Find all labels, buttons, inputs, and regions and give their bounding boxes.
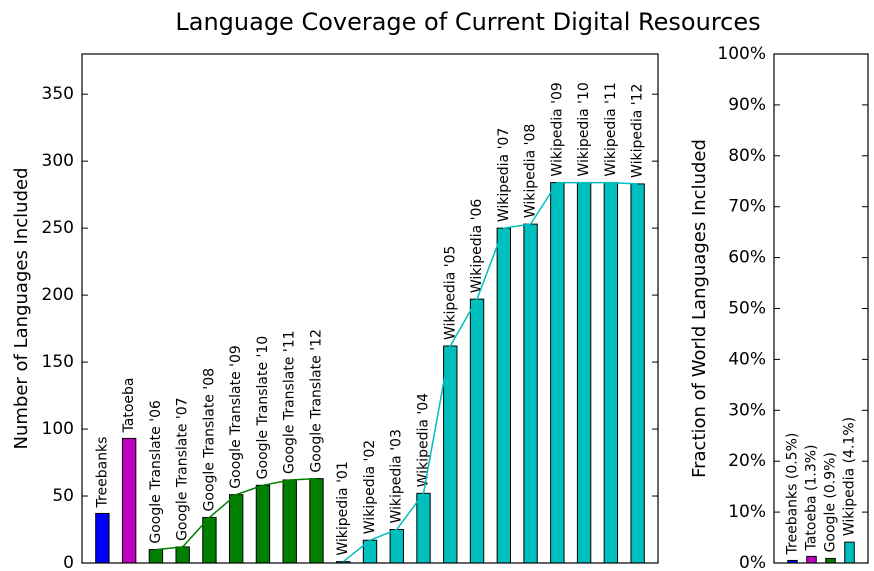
bar bbox=[175, 546, 190, 564]
bar-label: Wikipedia '10 bbox=[576, 82, 592, 176]
y-tick-label: 0% bbox=[739, 553, 766, 571]
bar bbox=[309, 478, 324, 564]
y-tick-label: 100% bbox=[717, 44, 766, 64]
bar bbox=[202, 516, 217, 564]
bar bbox=[603, 182, 619, 564]
bar-label: Wikipedia '08 bbox=[523, 124, 539, 218]
bar-label: Tatoeba (1.3%) bbox=[804, 444, 820, 551]
bar bbox=[825, 557, 836, 564]
bar-label: Wikipedia '05 bbox=[442, 246, 458, 340]
y-tick-label: 60% bbox=[728, 248, 766, 268]
bar bbox=[443, 345, 458, 564]
y-tick-label: 20% bbox=[728, 451, 766, 471]
bar bbox=[469, 298, 485, 564]
bar-label: Tatoeba bbox=[121, 377, 137, 433]
y-tick-label: 50% bbox=[728, 299, 766, 319]
y-tick-label: 200 bbox=[42, 285, 74, 305]
y-tick-label: 0 bbox=[63, 553, 74, 571]
bar-label: Wikipedia '03 bbox=[389, 429, 405, 523]
bar bbox=[496, 227, 512, 564]
bar-label: Wikipedia '07 bbox=[496, 128, 512, 222]
bar-label: Google Translate '07 bbox=[175, 397, 191, 541]
bar-label: Google Translate '08 bbox=[201, 368, 217, 512]
bar-label: Treebanks (0.5%) bbox=[785, 433, 801, 556]
plot-frame bbox=[81, 53, 659, 564]
y-tick-label: 150 bbox=[42, 352, 74, 372]
bar-label: Wikipedia '12 bbox=[630, 84, 646, 178]
bar-label: Google Translate '06 bbox=[148, 400, 164, 544]
bar bbox=[255, 484, 271, 564]
bar bbox=[806, 555, 817, 564]
bar-label: Wikipedia (4.1%) bbox=[842, 417, 858, 536]
bar-label: Treebanks bbox=[94, 437, 110, 509]
y-tick-label: 10% bbox=[728, 502, 766, 522]
bar bbox=[148, 549, 164, 564]
bar bbox=[576, 182, 592, 564]
y-tick-label: 250 bbox=[42, 218, 74, 238]
chart-title: Language Coverage of Current Digital Res… bbox=[175, 8, 760, 36]
y-axis-label: Number of Languages Included bbox=[11, 168, 32, 450]
y-tick-label: 30% bbox=[728, 400, 766, 420]
bar-label: Wikipedia '04 bbox=[416, 393, 432, 487]
bar-label: Wikipedia '09 bbox=[549, 82, 565, 176]
bar-label: Google Translate '09 bbox=[228, 345, 244, 489]
y-tick-label: 50 bbox=[52, 486, 74, 506]
y-tick-label: 90% bbox=[728, 95, 766, 115]
bar-label: Wikipedia '06 bbox=[469, 199, 485, 293]
y-tick-label: 80% bbox=[728, 146, 766, 166]
bar bbox=[229, 494, 244, 564]
bar bbox=[630, 183, 645, 564]
bar-label: Google Translate '12 bbox=[308, 329, 324, 473]
y-tick-label: 350 bbox=[42, 84, 74, 104]
trend-line bbox=[155, 477, 317, 551]
y-tick-label: 70% bbox=[728, 197, 766, 217]
bar bbox=[844, 541, 855, 564]
bar bbox=[550, 182, 565, 564]
bar-label: Wikipedia '02 bbox=[362, 440, 378, 534]
y-axis-label: Fraction of World Languages Included bbox=[689, 139, 710, 478]
bar-label: Google Translate '10 bbox=[255, 336, 271, 480]
bar bbox=[282, 479, 297, 564]
bar-label: Google (0.9%) bbox=[823, 452, 839, 552]
bar bbox=[95, 512, 110, 564]
y-tick-label: 300 bbox=[42, 151, 74, 171]
bar bbox=[389, 529, 404, 564]
bar-label: Wikipedia '11 bbox=[603, 82, 619, 176]
bar bbox=[416, 492, 431, 564]
bar bbox=[523, 223, 538, 564]
bar-label: Google Translate '11 bbox=[282, 330, 298, 474]
plot-frame bbox=[773, 53, 869, 564]
bar-label: Wikipedia '01 bbox=[335, 461, 351, 555]
bar bbox=[121, 437, 137, 564]
y-tick-label: 100 bbox=[42, 419, 74, 439]
y-tick-label: 40% bbox=[728, 349, 766, 369]
trend-line bbox=[342, 181, 638, 563]
